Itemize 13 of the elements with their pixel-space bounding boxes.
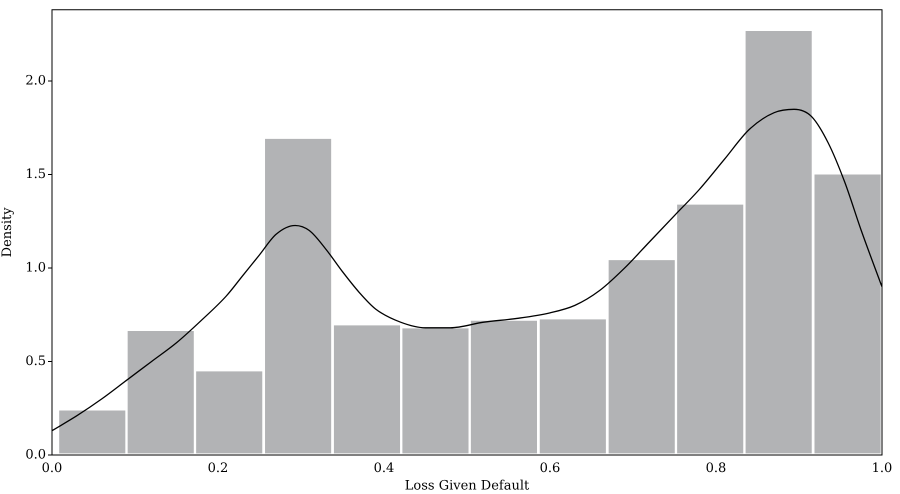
x-tick-label: 0.6 bbox=[540, 461, 560, 476]
x-axis-title: Loss Given Default bbox=[404, 478, 530, 494]
x-tick-label: 0.2 bbox=[208, 461, 228, 476]
y-tick-label: 0.5 bbox=[25, 354, 46, 369]
y-tick-label: 1.5 bbox=[25, 166, 46, 182]
x-tick-label: 0.0 bbox=[42, 461, 62, 476]
y-axis-title: Density bbox=[0, 206, 16, 258]
y-tick-label: 1.0 bbox=[25, 260, 46, 276]
y-tick-label: 2.0 bbox=[25, 73, 46, 88]
x-tick-label: 0.4 bbox=[374, 461, 394, 476]
x-tick-label: 0.8 bbox=[706, 461, 726, 476]
y-tick-label: 0.0 bbox=[25, 447, 46, 462]
x-tick-label: 1.0 bbox=[872, 461, 892, 476]
